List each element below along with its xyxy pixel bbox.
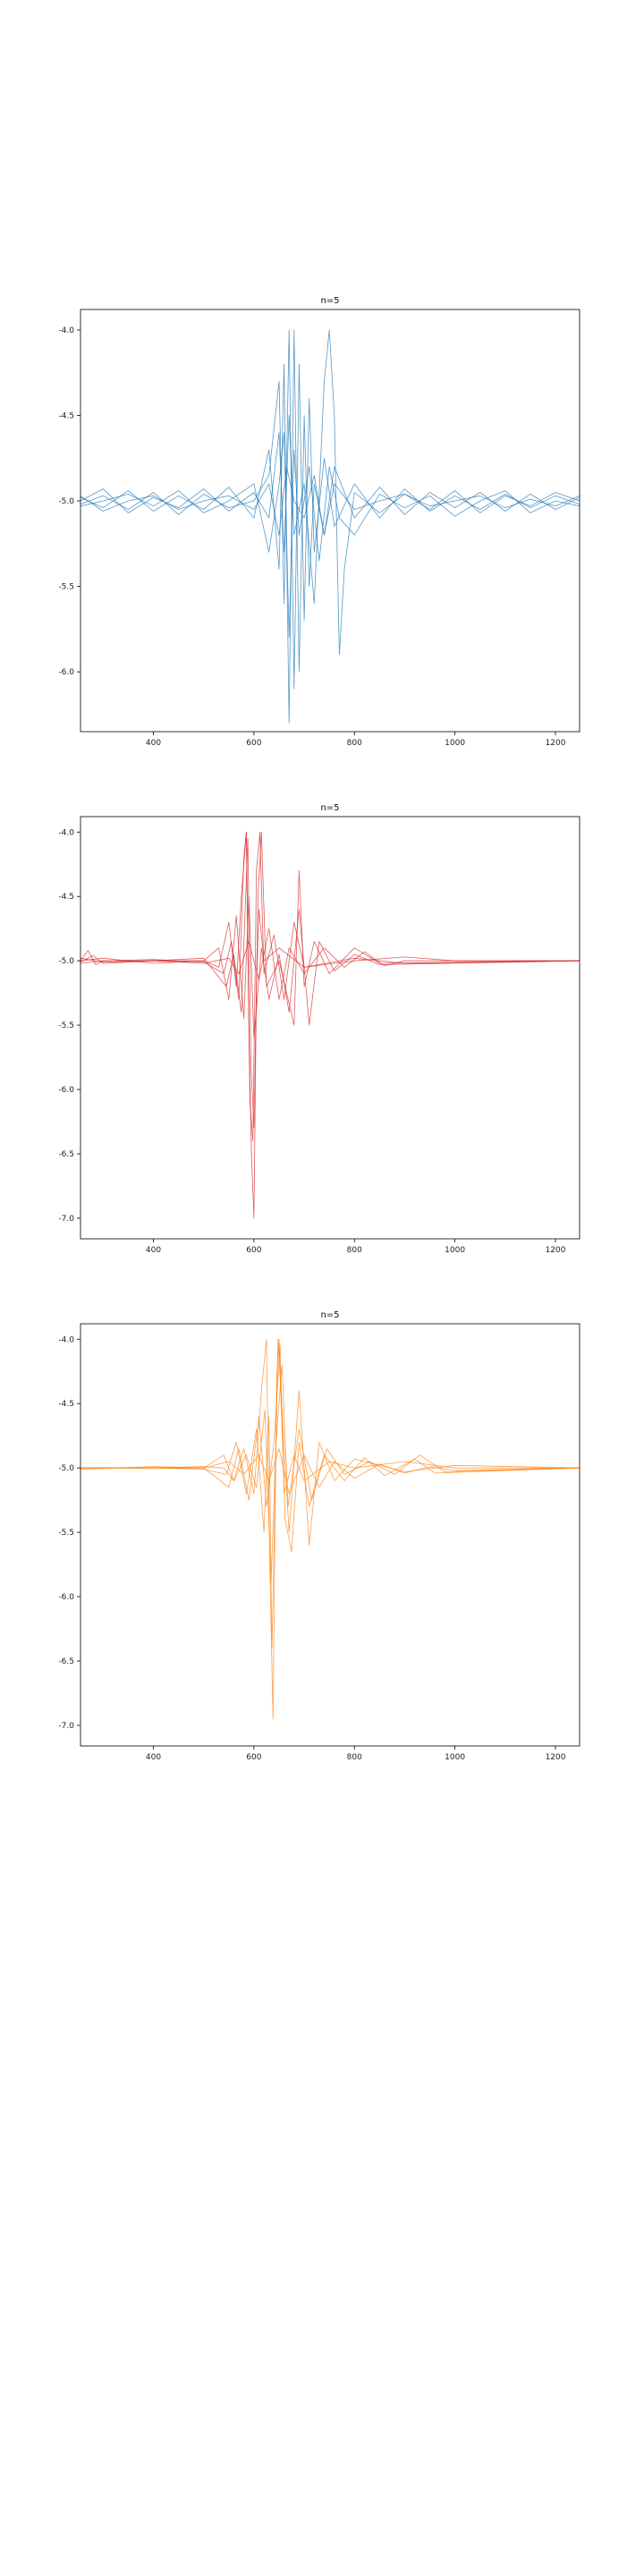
x-tick-label: 1200 [546,1246,566,1255]
y-tick-label: -5.0 [58,497,74,506]
chart-panel-2: n=5 400 600 800 1000 1200 -7.0 -6.5 -6.0 -5.5 -5.0… [58,803,580,1255]
series-line-1 [80,831,580,1219]
x-tick-label: 1000 [445,1753,465,1762]
y-tick-label: -6.0 [58,1593,74,1602]
y-tick-label: -5.0 [58,957,74,966]
series-line-2 [80,329,580,724]
x-tick-label: 800 [347,1246,362,1255]
y-tick-label: -5.5 [58,1021,74,1030]
y-tick-label: -7.0 [58,1722,74,1731]
series-line-3 [80,1345,580,1553]
x-tick-label: 1200 [546,739,566,748]
x-tick-label: 400 [146,1246,161,1255]
x-tick-label: 1000 [445,739,465,748]
y-tick-label: -6.0 [58,668,74,677]
y-tick-label: -4.5 [58,1400,74,1409]
series-line-4 [80,895,580,1038]
chart-title: n=5 [320,1310,339,1320]
x-tick-label: 1000 [445,1246,465,1255]
chart-title: n=5 [320,296,339,306]
plot-frame [80,1323,580,1747]
y-tick-label: -7.0 [58,1215,74,1224]
y-tick-label: -6.0 [58,1086,74,1095]
y-tick-label: -6.5 [58,1657,74,1666]
y-tick-label: -5.5 [58,1529,74,1538]
plot-frame [80,309,580,733]
plot-frame [80,816,580,1240]
x-tick-label: 400 [146,739,161,748]
series-line-2 [80,831,580,1141]
y-tick-label: -4.5 [58,411,74,420]
chart-title: n=5 [320,803,339,813]
y-tick-label: -5.5 [58,583,74,592]
y-tick-label: -4.0 [58,1335,74,1344]
y-tick-label: -5.0 [58,1464,74,1473]
chart-panel-1: n=5 400 600 800 1000 1200 -6.0 -5.5 -5.0 -4.5 -4.0 [58,296,580,748]
x-tick-label: 800 [347,739,362,748]
x-tick-label: 600 [246,739,261,748]
y-tick-label: -6.5 [58,1150,74,1159]
series-line-1 [80,1338,580,1720]
chart-panel-3: n=5 400 600 800 1000 1200 -7.0 -6.5 -6.0 -5.5 -5.0… [58,1310,580,1762]
series-line-3 [80,329,580,656]
x-tick-label: 400 [146,1753,161,1762]
series-line-5 [80,466,580,536]
y-tick-label: -4.5 [58,893,74,902]
x-tick-label: 800 [347,1753,362,1762]
x-tick-label: 1200 [546,1753,566,1762]
series-line-4 [80,1364,580,1585]
series-line-4 [80,432,580,639]
y-tick-label: -4.0 [58,326,74,335]
series-line-5 [80,928,580,1000]
y-tick-label: -4.0 [58,828,74,837]
series-line-3 [80,831,580,1129]
series-line-1 [80,329,580,690]
x-tick-label: 600 [246,1753,261,1762]
x-tick-label: 600 [246,1246,261,1255]
series-line-2 [80,1338,580,1648]
series-line-5 [80,1448,580,1495]
